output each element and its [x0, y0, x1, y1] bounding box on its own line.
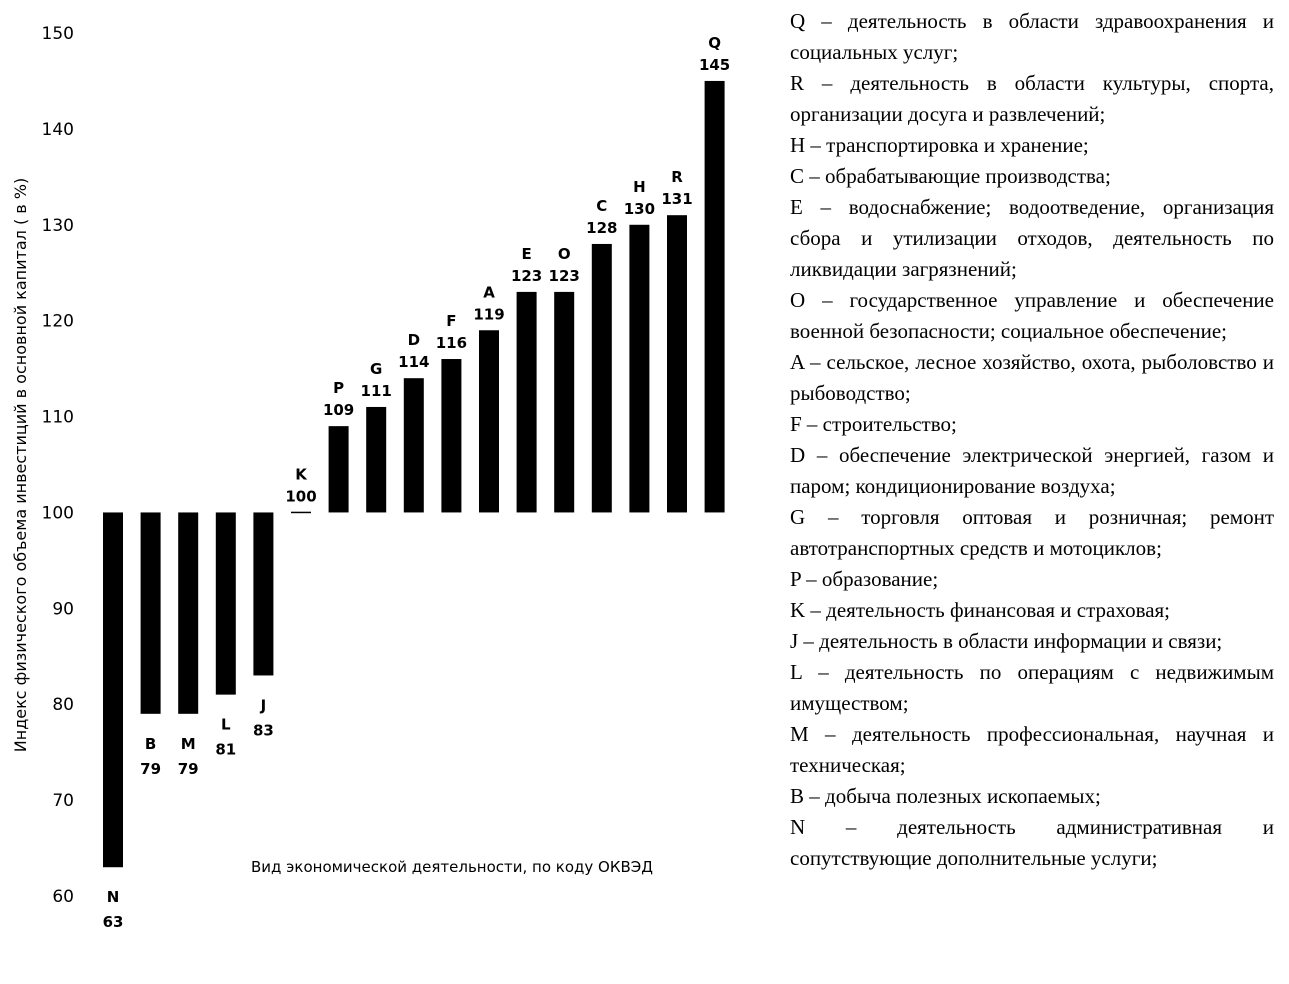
bar-value-label: 123 — [549, 267, 580, 285]
legend-item: O – государственное управление и обеспеч… — [790, 288, 1274, 343]
legend-item: J – деятельность в области информации и … — [790, 629, 1223, 653]
legend: Q – деятельность в области здравоохранен… — [790, 6, 1274, 874]
bar-chart: 60 70 80 90 100 110 120 130 140 150 N 63 B 79 M 79 L 81 J… — [11, 24, 731, 931]
y-tick-label: 130 — [42, 216, 74, 236]
y-tick-label: 60 — [52, 887, 74, 907]
legend-item: N – деятельность административная и сопу… — [790, 815, 1274, 870]
bar-N — [103, 512, 123, 868]
x-axis-label: Вид экономической деятельности, по коду … — [251, 858, 653, 876]
bar-D — [403, 378, 424, 513]
legend-item: B – добыча полезных ископаемых; — [790, 784, 1101, 808]
bar-Q — [704, 80, 725, 513]
bar-code-label: J — [260, 696, 267, 714]
y-axis-label: Индекс физического объема инвестиций в о… — [11, 178, 30, 752]
bar-value-label: 145 — [699, 56, 730, 74]
legend-item: D – обеспечение электрической энергией, … — [790, 443, 1274, 498]
legend-item: M – деятельность профессиональная, научн… — [790, 722, 1274, 777]
legend-item: K – деятельность финансовая и страховая; — [790, 598, 1171, 622]
bar-value-label: 109 — [323, 401, 354, 419]
bar-A — [479, 330, 499, 513]
legend-item: R – деятельность в области культуры, спо… — [790, 71, 1274, 126]
legend-item: L – деятельность по операциям с недвижим… — [790, 660, 1274, 715]
bar-value-label: 114 — [398, 353, 429, 371]
y-tick-label: 150 — [42, 24, 74, 44]
bar-value-label: 79 — [178, 760, 199, 778]
y-axis-ticks: 60 70 80 90 100 110 120 130 140 150 — [42, 24, 74, 907]
bar-labels: N 63 B 79 M 79 L 81 J 83 K 100 P 109 G 111 D 114 F 116 A 119 E… — [103, 34, 731, 931]
bar-value-label: 128 — [586, 219, 617, 237]
bar-O — [554, 291, 575, 513]
bar-value-label: 81 — [215, 741, 236, 759]
bar-K — [291, 511, 311, 514]
bar-J — [253, 512, 274, 676]
legend-item: F – строительство; — [790, 412, 957, 436]
bar-H — [629, 224, 650, 513]
legend-item: A – сельское, лесное хозяйство, охота, р… — [790, 350, 1274, 405]
bar-value-label: 131 — [661, 190, 692, 208]
bar-code-label: C — [596, 197, 607, 215]
bar-value-label: 79 — [140, 760, 161, 778]
legend-item: E – водоснабжение; водоотведение, органи… — [790, 195, 1274, 281]
bar-code-label: G — [370, 360, 382, 378]
bar-G — [366, 406, 387, 513]
bar-value-label: 63 — [103, 913, 124, 931]
bar-code-label: M — [181, 735, 196, 753]
bar-code-label: N — [107, 888, 120, 906]
bar-R — [667, 215, 687, 513]
bar-F — [441, 359, 462, 513]
y-tick-label: 100 — [42, 503, 74, 523]
bar-value-label: 100 — [285, 487, 316, 505]
bar-P — [328, 426, 349, 513]
bar-value-label: 116 — [436, 334, 467, 352]
y-tick-label: 90 — [52, 599, 74, 619]
y-tick-label: 140 — [42, 120, 74, 140]
y-tick-label: 110 — [42, 408, 74, 428]
bar-value-label: 123 — [511, 267, 542, 285]
bar-value-label: 111 — [361, 382, 392, 400]
legend-item: C – обрабатывающие производства; — [790, 164, 1111, 188]
bar-code-label: B — [145, 735, 156, 753]
y-tick-label: 120 — [42, 312, 74, 332]
bar-code-label: R — [671, 168, 683, 186]
legend-item: G – торговля оптовая и розничная; ремонт… — [790, 505, 1274, 560]
bar-M — [178, 512, 199, 714]
bar-code-label: P — [333, 379, 344, 397]
bar-B — [140, 512, 161, 714]
legend-item: Q – деятельность в области здравоохранен… — [790, 9, 1274, 64]
bar-code-label: E — [521, 245, 531, 263]
legend-item: H – транспортировка и хранение; — [790, 133, 1089, 157]
bar-L — [215, 512, 236, 695]
legend-item: P – образование; — [790, 567, 939, 591]
bar-code-label: D — [408, 331, 420, 349]
y-tick-label: 80 — [52, 695, 74, 715]
bar-E — [516, 291, 537, 513]
bar-code-label: K — [295, 465, 308, 483]
bar-code-label: H — [633, 178, 646, 196]
bar-code-label: A — [483, 283, 495, 301]
y-tick-label: 70 — [52, 791, 74, 811]
bar-C — [591, 243, 612, 513]
bar-value-label: 83 — [253, 721, 274, 739]
bar-code-label: F — [446, 312, 456, 330]
bar-code-label: L — [221, 716, 231, 734]
bar-code-label: O — [558, 245, 571, 263]
bar-code-label: Q — [708, 34, 721, 52]
bars — [103, 80, 725, 868]
bar-value-label: 130 — [624, 200, 655, 218]
bar-value-label: 119 — [473, 305, 504, 323]
